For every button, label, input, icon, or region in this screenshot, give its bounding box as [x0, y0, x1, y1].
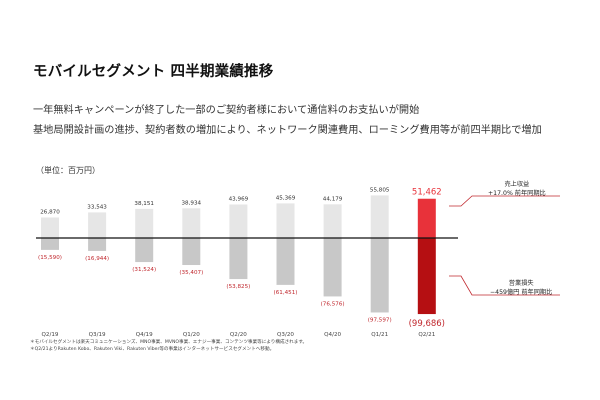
revenue-bar	[370, 195, 389, 238]
loss-annotation-title: 営業損失	[508, 280, 534, 287]
loss-label: (53,825)	[226, 284, 250, 290]
revenue-bar	[182, 208, 201, 238]
loss-label: (31,524)	[132, 267, 156, 273]
loss-annotation-connector	[449, 275, 560, 296]
revenue-bar	[417, 198, 436, 238]
x-tick-label: Q4/19	[136, 332, 153, 338]
revenue-bar	[323, 204, 342, 238]
loss-annotation: 営業損失 −459億円 前年同期比	[490, 278, 552, 296]
revenue-bar	[135, 208, 154, 238]
x-tick-label: Q3/20	[277, 332, 294, 338]
x-tick-label: Q2/20	[230, 332, 247, 338]
revenue-label: 45,369	[276, 195, 296, 201]
x-tick-label: Q1/21	[371, 332, 388, 338]
loss-bar	[276, 238, 295, 285]
unit-label: （単位：百万円）	[36, 166, 100, 175]
loss-bar	[323, 238, 342, 297]
revenue-label: 44,179	[323, 196, 343, 202]
page-title: モバイルセグメント 四半期業績推移	[33, 64, 274, 80]
loss-bar	[182, 238, 201, 266]
x-tick-label: Q2/19	[42, 332, 59, 338]
revenue-bar	[88, 212, 107, 238]
revenue-annotation-connector	[449, 195, 560, 207]
revenue-label: 38,151	[134, 201, 154, 207]
revenue-label: 33,543	[87, 204, 107, 210]
revenue-label: 55,805	[370, 187, 390, 193]
x-tick-label: Q4/20	[324, 332, 341, 338]
loss-label: (97,597)	[368, 317, 392, 323]
revenue-bar	[41, 217, 59, 238]
loss-label: (15,590)	[38, 255, 62, 261]
loss-label: (16,944)	[85, 256, 109, 262]
loss-bar	[41, 238, 59, 250]
revenue-annotation-detail: +17.0% 前年同期比	[488, 190, 546, 197]
revenue-label: 38,934	[182, 200, 202, 206]
subtitle-line-1: 一年無料キャンペーンが終了した一部のご契約者様において通信料のお支払いが開始	[33, 105, 420, 116]
loss-label: (76,576)	[321, 301, 345, 307]
x-tick-label: Q3/19	[89, 332, 106, 338]
loss-bar	[135, 238, 154, 263]
footnote-2: ＊Q2/21よりRakuten Kobo、Rakuten Viki、Rakute…	[30, 347, 275, 352]
loss-bar	[229, 238, 248, 280]
revenue-label: 51,462	[412, 188, 442, 198]
loss-label: (99,686)	[409, 319, 445, 329]
loss-bar	[370, 238, 389, 313]
loss-bar	[88, 238, 107, 251]
revenue-bar	[276, 203, 295, 238]
subtitle-line-2: 基地局開設計画の進捗、契約者数の増加により、ネットワーク関連費用、ローミング費用…	[33, 125, 542, 136]
revenue-label: 26,870	[40, 209, 60, 215]
loss-bar	[417, 238, 436, 315]
revenue-annotation-title: 売上収益	[504, 181, 530, 188]
x-tick-label: Q1/20	[183, 332, 200, 338]
footnote-1: ＊モバイルセグメントは楽天コミュニケーションズ、MNO事業、MVNO事業、エナジ…	[30, 340, 308, 345]
loss-label: (35,407)	[179, 270, 203, 276]
x-tick-label: Q2/21	[418, 332, 435, 338]
revenue-bar	[229, 204, 248, 238]
revenue-annotation: 売上収益 +17.0% 前年同期比	[488, 179, 546, 197]
loss-annotation-detail: −459億円 前年同期比	[490, 289, 553, 296]
loss-label: (61,451)	[274, 290, 298, 296]
revenue-label: 43,969	[229, 196, 249, 202]
